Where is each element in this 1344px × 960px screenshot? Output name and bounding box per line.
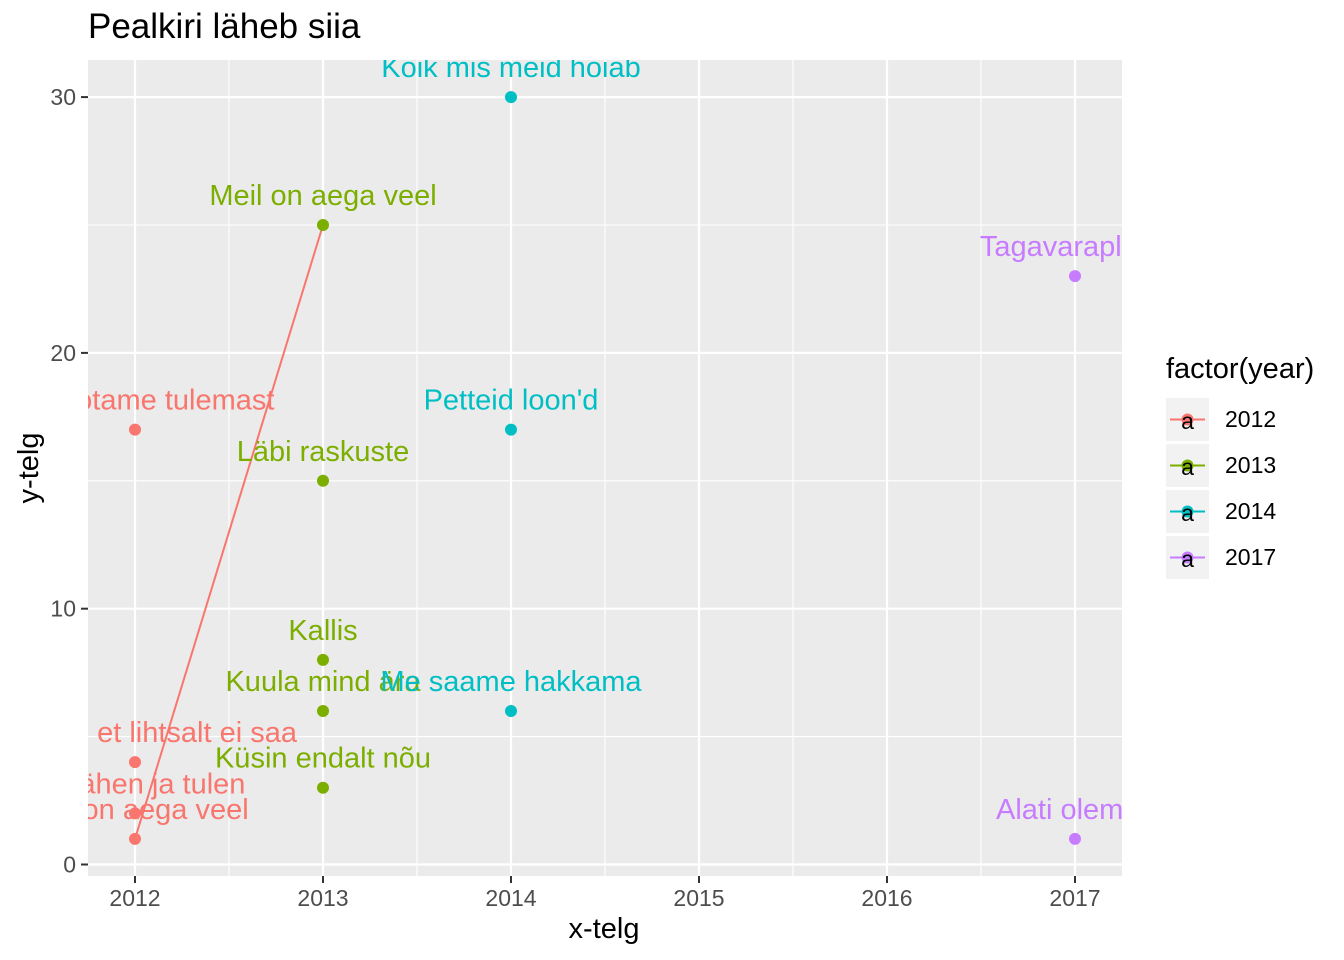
data-point <box>129 756 141 769</box>
data-point <box>317 474 329 487</box>
legend-key-point <box>1181 505 1194 518</box>
legend-item-label: 2017 <box>1225 544 1276 570</box>
legend: factor(year) a 2012 a 2013 a 2014 a 2017 <box>1166 353 1314 579</box>
data-label: Mõtlesin, et lihtsalt ei saa <box>0 717 298 749</box>
data-marks: Kõik ootame tulemast Mõtlesin, et lihtsal… <box>0 52 1170 845</box>
chart-title: Pealkiri läheb siia <box>88 7 361 46</box>
data-label: Kallis <box>288 615 357 647</box>
legend-item-label: 2014 <box>1225 498 1276 524</box>
x-tick-label: 2012 <box>109 885 160 911</box>
legend-key-point <box>1181 413 1194 426</box>
data-point <box>505 91 517 104</box>
axes: 2012 2013 2014 2015 2016 2017 0 10 20 30 <box>50 84 1100 911</box>
data-point <box>505 423 517 436</box>
y-tick-label: 10 <box>50 596 76 622</box>
legend-title: factor(year) <box>1166 353 1314 385</box>
data-label: Kuula mind ära <box>225 666 421 698</box>
legend-item-label: 2013 <box>1225 452 1276 478</box>
data-label: Kõik ootame tulemast <box>0 385 274 417</box>
data-label: Petteid loon'd <box>424 385 599 417</box>
y-tick-label: 20 <box>50 340 76 366</box>
data-point <box>129 423 141 436</box>
x-tick-label: 2017 <box>1049 885 1100 911</box>
x-tick-label: 2013 <box>297 885 348 911</box>
data-point <box>317 218 329 231</box>
major-gridlines <box>88 60 1122 876</box>
data-point <box>1069 270 1081 283</box>
y-tick-label: 30 <box>50 84 76 110</box>
minor-gridlines <box>88 60 1122 876</box>
x-tick-label: 2015 <box>673 885 724 911</box>
data-point <box>317 781 329 794</box>
legend-key-glyph: a <box>1181 546 1194 572</box>
x-axis-title: x-telg <box>569 913 640 945</box>
x-tick-label: 2016 <box>861 885 912 911</box>
legend-key-point <box>1181 551 1194 564</box>
data-point <box>505 705 517 718</box>
data-label: Meil on aega veel <box>21 794 248 826</box>
legend-key-glyph: a <box>1181 408 1194 434</box>
series-line-2012 <box>134 224 324 840</box>
data-point <box>129 832 141 845</box>
data-label: Meil on aega veel <box>209 180 436 212</box>
data-label: Tagavaraplaan <box>980 231 1170 263</box>
legend-key-glyph: a <box>1181 500 1194 526</box>
data-point <box>317 653 329 666</box>
data-label: Alati olemas <box>996 794 1154 826</box>
legend-item-label: 2012 <box>1225 406 1276 432</box>
data-point <box>1069 832 1081 845</box>
data-label: Küsin endalt nõu <box>215 743 431 775</box>
legend-key-point <box>1181 459 1194 472</box>
data-label: Me saame hakkama <box>380 666 642 698</box>
x-tick-label: 2014 <box>485 885 536 911</box>
data-label: Ma lähen ja tulen <box>25 768 246 800</box>
y-tick-label: 0 <box>63 851 76 877</box>
data-label: Kõik mis meid hoiab <box>381 52 641 84</box>
y-axis-title: y-telg <box>13 433 45 504</box>
data-point <box>129 807 141 820</box>
data-label: Läbi raskuste <box>237 436 410 468</box>
legend-key-glyph: a <box>1181 454 1194 480</box>
data-point <box>317 705 329 718</box>
